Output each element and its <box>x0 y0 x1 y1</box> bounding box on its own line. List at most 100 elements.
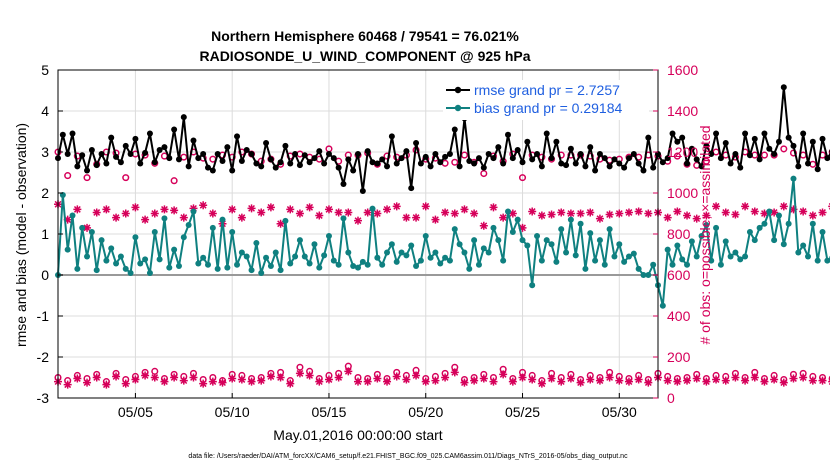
obs-assimilated-bottom-point-55 <box>586 375 595 384</box>
obs-assimilated-bottom-point-28 <box>324 375 333 384</box>
rmse-point-72 <box>403 148 410 155</box>
bias-point-139 <box>727 253 734 260</box>
chart-title-line1: Northern Hemisphere 60468 / 79541 = 76.0… <box>211 28 519 44</box>
obs-assimilated-top-point-34 <box>383 205 392 214</box>
obs-assimilated-bottom-point-52 <box>557 377 566 386</box>
bias-point-20 <box>151 228 158 235</box>
rmse-point-31 <box>205 164 211 171</box>
obs-assimilated-top-point-50 <box>537 211 546 220</box>
obs-assimilated-bottom-point-50 <box>537 379 546 388</box>
bias-point-158 <box>819 228 826 235</box>
bias-point-64 <box>364 261 371 268</box>
bias-point-110 <box>587 230 594 237</box>
rmse-point-16 <box>132 135 139 142</box>
bias-point-106 <box>567 216 574 223</box>
bias-point-156 <box>809 220 816 227</box>
obs-assimilated-bottom-point-1 <box>63 380 72 389</box>
obs-assimilated-bottom-point-6 <box>112 372 121 381</box>
obs-assimilated-top-point-11 <box>160 205 169 214</box>
rmse-point-126 <box>664 155 671 162</box>
obs-assimilated-top-point-32 <box>363 208 372 217</box>
obs-assimilated-top-point-64 <box>673 207 682 216</box>
rmse-point-131 <box>688 145 695 152</box>
obs-assimilated-bottom-point-40 <box>441 373 450 382</box>
bias-point-70 <box>393 258 400 265</box>
bias-point-90 <box>490 224 497 231</box>
obs-assimilated-top-point-45 <box>489 203 498 212</box>
obs-assimilated-bottom-point-3 <box>83 378 92 387</box>
bias-point-97 <box>524 242 531 249</box>
obs-assimilated-top-point-55 <box>586 208 595 217</box>
rmse-point-54 <box>316 148 323 155</box>
x-tick-label-3: 05/20 <box>408 404 443 420</box>
bias-point-38 <box>238 249 245 256</box>
y-left-tick-label-1: -2 <box>37 349 50 365</box>
rmse-point-67 <box>379 156 386 163</box>
rmse-point-89 <box>485 151 492 158</box>
rmse-point-149 <box>775 138 782 145</box>
rmse-point-30 <box>200 151 207 158</box>
obs-assimilated-bottom-point-53 <box>566 374 575 383</box>
bias-point-73 <box>408 242 415 249</box>
obs-assimilated-bottom-point-27 <box>315 377 324 386</box>
rmse-point-85 <box>466 158 473 165</box>
obs-assimilated-top-point-78 <box>808 211 817 220</box>
obs-assimilated-top-point-10 <box>150 209 159 218</box>
rmse-point-79 <box>437 159 444 166</box>
rmse-point-108 <box>577 151 584 158</box>
obs-assimilated-bottom-point-17 <box>218 378 227 387</box>
obs-assimilated-top-point-44 <box>479 221 488 230</box>
bias-point-55 <box>321 252 328 259</box>
rmse-point-64 <box>364 148 371 155</box>
bias-point-35 <box>224 264 231 271</box>
rmse-point-157 <box>814 166 821 173</box>
obs-assimilated-top-point-24 <box>286 205 295 214</box>
rmse-point-93 <box>505 131 511 138</box>
bias-point-128 <box>674 242 681 249</box>
rmse-point-143 <box>746 152 753 159</box>
rmse-point-14 <box>122 142 129 149</box>
bias-point-78 <box>432 249 439 256</box>
bias-point-28 <box>190 208 197 215</box>
rmse-point-57 <box>330 155 337 162</box>
bias-point-34 <box>219 216 226 223</box>
bias-point-115 <box>611 253 618 260</box>
rmse-point-44 <box>267 156 274 163</box>
rmse-point-65 <box>369 159 376 166</box>
bias-point-44 <box>267 262 274 269</box>
rmse-point-112 <box>596 151 603 158</box>
bias-point-33 <box>214 265 221 272</box>
rmse-point-113 <box>601 155 608 162</box>
bias-point-19 <box>146 269 153 276</box>
rmse-point-5 <box>79 152 86 159</box>
obs-possible-top-point-1 <box>64 172 72 180</box>
obs-assimilated-bottom-point-14 <box>189 373 198 382</box>
rmse-point-35 <box>224 144 231 151</box>
y-right-tick-label-0: 0 <box>667 390 675 406</box>
bias-point-89 <box>485 249 492 256</box>
rmse-point-62 <box>355 151 361 158</box>
obs-assimilated-top-point-60 <box>634 207 643 216</box>
bias-point-7 <box>88 228 95 235</box>
y-right-tick-label-8: 1600 <box>667 62 698 78</box>
obs-assimilated-top-point-63 <box>663 213 672 222</box>
bias-point-109 <box>582 265 589 272</box>
rmse-point-114 <box>606 163 613 170</box>
bias-point-116 <box>616 241 623 248</box>
obs-assimilated-bottom-point-32 <box>363 377 372 386</box>
rmse-point-71 <box>398 155 405 162</box>
obs-assimilated-bottom-point-18 <box>228 374 237 383</box>
obs-assimilated-top-point-22 <box>266 203 275 212</box>
rmse-point-61 <box>350 167 357 174</box>
obs-assimilated-bottom-point-30 <box>344 367 353 376</box>
legend: rmse grand pr = 2.7257 bias grand pr = 0… <box>443 80 649 120</box>
bias-point-62 <box>355 264 361 271</box>
rmse-point-99 <box>534 151 541 158</box>
bias-point-43 <box>263 254 270 261</box>
bias-point-113 <box>601 261 608 268</box>
obs-possible-top-point-12 <box>170 177 178 185</box>
y-left-tick-label-6: 3 <box>41 144 49 160</box>
y-right-tick-label-5: 1000 <box>667 185 698 201</box>
rmse-point-121 <box>640 167 647 174</box>
rmse-point-88 <box>480 164 487 171</box>
